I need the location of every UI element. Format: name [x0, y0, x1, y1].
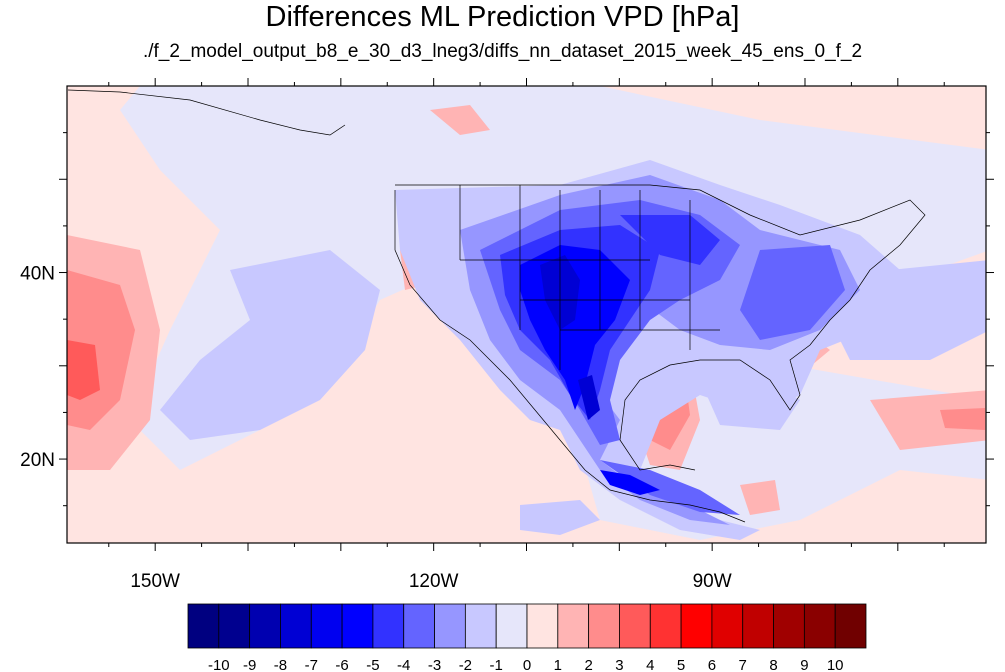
lon-tick-label: 150W	[130, 571, 180, 592]
colorbar-swatch	[526, 603, 559, 649]
colorbar-swatch	[218, 603, 251, 649]
colorbar-label: -10	[208, 657, 230, 672]
colorbar-label: -4	[397, 657, 410, 672]
map-title: Differences ML Prediction VPD [hPa]	[265, 1, 740, 33]
colorbar-label: -1	[490, 657, 503, 672]
colorbar-swatch	[588, 603, 620, 649]
colorbar-swatch	[711, 603, 744, 649]
colorbar-label: 2	[584, 657, 592, 672]
colorbar-label: 8	[769, 657, 777, 672]
colorbar-swatch	[372, 603, 405, 649]
colorbar-label: 3	[615, 657, 623, 672]
colorbar-swatch	[649, 603, 682, 649]
lat-tick-label: 40N	[20, 264, 55, 285]
colorbar-labels: -10 -9 -8 -7 -6 -5 -4 -3 -2 -1 0 1 2 3 4 5 6 7 8 9 10	[208, 657, 844, 672]
shaded-field	[67, 86, 986, 543]
colorbar-label: -8	[274, 657, 287, 672]
colorbar-swatch	[680, 603, 713, 649]
lon-tick-label: 90W	[693, 571, 732, 592]
colorbar-label: 7	[739, 657, 747, 672]
colorbar-swatch	[834, 603, 867, 649]
coastline-outline	[67, 89, 926, 523]
axis-tick-labels: 40N 20N 150W 120W 90W	[20, 264, 732, 592]
colorbar-swatch	[464, 603, 497, 649]
colorbar-swatch	[249, 603, 281, 649]
colorbar-label: -9	[243, 657, 256, 672]
colorbar-swatch	[403, 603, 435, 649]
map-subtitle: ./f_2_model_output_b8_e_30_d3_lneg3/diff…	[142, 41, 863, 62]
colorbar-label: -3	[428, 657, 441, 672]
colorbar-label: 5	[677, 657, 685, 672]
colorbar-swatch	[187, 603, 220, 649]
colorbar-swatch	[341, 603, 374, 649]
colorbar-label: -2	[459, 657, 472, 672]
colorbar-label: 1	[554, 657, 562, 672]
colorbar	[187, 603, 867, 649]
colorbar-label: 4	[646, 657, 654, 672]
colorbar-swatch	[619, 603, 651, 649]
colorbar-label: 6	[708, 657, 716, 672]
colorbar-label: 0	[523, 657, 531, 672]
colorbar-swatch	[773, 603, 805, 649]
lat-tick-label: 20N	[20, 450, 55, 471]
colorbar-swatch	[310, 603, 343, 649]
colorbar-swatch	[557, 603, 590, 649]
colorbar-swatch	[803, 603, 836, 649]
colorbar-label: -7	[305, 657, 318, 672]
colorbar-swatch	[495, 603, 528, 649]
colorbar-label: -5	[366, 657, 379, 672]
colorbar-swatch	[280, 603, 312, 649]
colorbar-label: -6	[335, 657, 348, 672]
colorbar-label: 9	[800, 657, 808, 672]
colorbar-swatch	[434, 603, 466, 649]
colorbar-label: 10	[827, 657, 844, 672]
colorbar-swatch	[742, 603, 774, 649]
lon-tick-label: 120W	[409, 571, 459, 592]
axis-ticks	[59, 78, 994, 551]
